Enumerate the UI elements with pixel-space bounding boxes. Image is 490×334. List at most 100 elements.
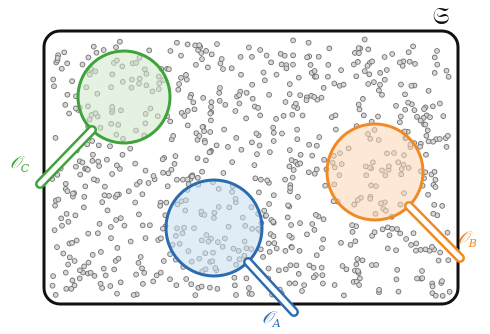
particle — [113, 217, 119, 223]
particle — [429, 244, 435, 250]
particle — [338, 67, 344, 73]
particle — [439, 278, 445, 284]
particle — [85, 54, 92, 61]
particle — [87, 269, 94, 276]
particle — [424, 127, 431, 134]
particle — [266, 91, 272, 98]
particle — [393, 247, 399, 254]
particle — [299, 288, 305, 294]
particle — [81, 193, 88, 200]
particle — [167, 118, 174, 125]
particle — [411, 107, 418, 113]
particle — [313, 252, 320, 259]
particle — [208, 99, 215, 105]
particle — [303, 97, 310, 104]
particle — [294, 126, 300, 133]
particle — [286, 232, 293, 239]
particle — [100, 47, 107, 53]
particle — [95, 142, 102, 149]
particle — [389, 51, 396, 57]
particle — [170, 133, 177, 139]
particle — [193, 61, 199, 68]
particle — [294, 136, 301, 143]
particle — [180, 176, 186, 183]
particle — [54, 244, 60, 250]
particle — [397, 113, 404, 120]
particle — [305, 169, 312, 176]
particle — [356, 50, 362, 56]
particle — [132, 199, 139, 206]
particle — [437, 100, 443, 107]
particle — [164, 183, 171, 190]
particle — [365, 81, 372, 87]
particle — [286, 163, 293, 170]
particle — [290, 167, 297, 173]
particle — [236, 92, 243, 98]
particle — [360, 96, 366, 102]
particle — [331, 80, 338, 87]
particle — [55, 196, 62, 203]
particle — [405, 99, 411, 106]
particle — [125, 188, 132, 195]
particle — [221, 126, 227, 133]
particle — [444, 229, 451, 236]
particle — [268, 59, 274, 66]
particle — [375, 113, 381, 120]
particle — [361, 68, 368, 74]
particle — [413, 240, 420, 247]
particle — [175, 86, 182, 93]
particle — [232, 108, 239, 114]
particle — [393, 276, 400, 283]
observer-c-label: 𝒪C — [10, 153, 30, 175]
particle — [297, 220, 303, 226]
particle — [286, 147, 293, 153]
particle — [127, 145, 134, 152]
particle — [396, 59, 403, 66]
particle — [279, 130, 285, 137]
particle — [264, 177, 271, 184]
system-label: 𝔖 — [433, 2, 450, 30]
particle — [178, 52, 184, 59]
particle — [184, 122, 191, 129]
particle — [196, 133, 203, 139]
particle — [287, 262, 294, 269]
particle — [406, 58, 413, 65]
particle — [425, 138, 432, 145]
particle — [356, 282, 362, 288]
particle — [270, 233, 277, 240]
particle — [249, 139, 255, 146]
particle — [304, 231, 310, 238]
particle — [249, 54, 255, 60]
particle — [356, 106, 363, 113]
particle — [419, 275, 426, 281]
particle — [51, 83, 57, 90]
particle — [237, 54, 244, 60]
particle — [297, 160, 304, 167]
particle — [184, 108, 191, 114]
particle — [184, 41, 191, 48]
particle — [431, 70, 438, 76]
particle — [410, 230, 417, 237]
particle — [157, 269, 164, 276]
observer-c-handle-inner — [37, 127, 95, 187]
particle — [166, 66, 172, 73]
particle — [412, 61, 418, 67]
particle — [102, 272, 109, 279]
particle — [246, 285, 252, 291]
particle — [326, 45, 333, 52]
particle — [288, 222, 294, 228]
particle — [216, 97, 223, 104]
particle — [321, 156, 328, 163]
particle — [52, 202, 58, 209]
particle — [113, 44, 119, 51]
particle — [208, 104, 214, 110]
particle — [66, 110, 72, 117]
particle — [290, 37, 296, 44]
particle — [255, 104, 261, 111]
particle — [288, 157, 295, 163]
particle — [117, 215, 124, 221]
observer-b-magnifier: 𝒪B — [325, 122, 477, 263]
particle — [316, 134, 323, 140]
particle — [320, 85, 327, 91]
